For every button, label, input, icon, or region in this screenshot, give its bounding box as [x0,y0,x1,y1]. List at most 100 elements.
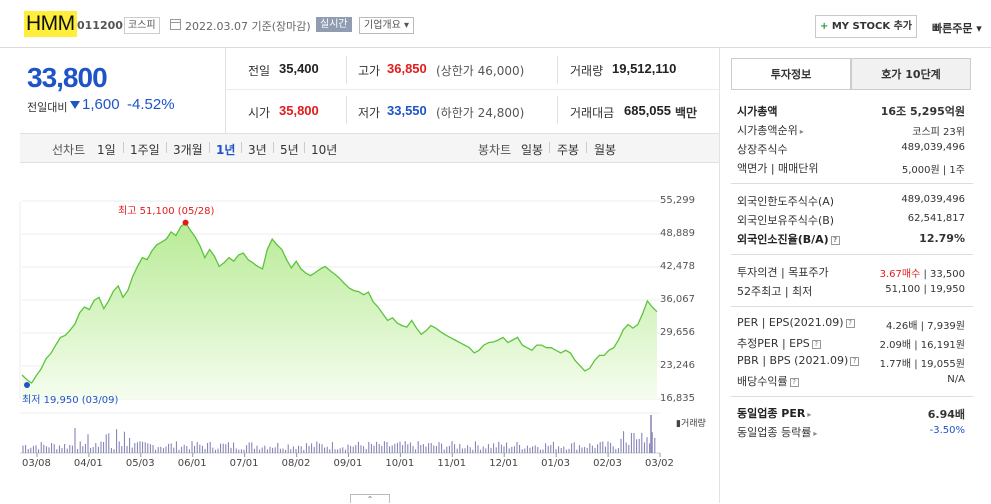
amount-unit: 백만 [675,106,698,120]
current-price: 33,800 [27,62,108,93]
x-tick-label: 07/01 [229,458,259,469]
candle-chart-label: 봉차트 [478,143,512,157]
help-icon: ? [845,318,855,328]
lower-limit: (하한가 24,800) [436,106,525,120]
period-1d[interactable]: 1일 [97,143,116,157]
market-cap-rank-label[interactable]: 시가총액순위 ▸ [737,124,804,137]
foreign-limit-label: 외국인한도주식수(A) [737,195,835,208]
tab-investment-info[interactable]: 투자정보 [731,58,851,90]
listed-shares-value: 489,039,496 [901,142,965,153]
per-eps-label: PER | EPS(2021.09)? [737,316,855,329]
opinion-target-label: 투자의견 | 목표주가 [737,266,829,279]
x-tick-label: 12/01 [489,458,519,469]
pbr-bps-label: PBR | BPS (2021.09)? [737,354,860,367]
prev-close-label: 전일 [248,64,271,78]
opinion-target-value: 3.67매수 | 33,500 [879,269,965,280]
down-arrow-icon [70,101,80,109]
my-stock-add-button[interactable]: + MY STOCK 추가 [815,15,917,38]
x-tick-label: 06/01 [177,458,207,469]
realtime-badge[interactable]: 실시간 [316,17,352,32]
x-tick-label: 03/02 [645,458,674,469]
y-tick-label: 48,889 [660,228,695,239]
foreign-held-label: 외국인보유주식수(B) [737,214,835,227]
help-icon[interactable]: ? [830,235,840,245]
low-label: 저가 [358,106,381,120]
y-tick-label: 55,299 [660,195,695,206]
prev-close-value: 35,400 [279,61,319,76]
collapse-toggle-button[interactable]: ⌃ [350,494,390,504]
my-stock-label: MY STOCK 추가 [831,21,913,32]
x-tick-label: 11/01 [437,458,467,469]
sector-per-value: 6.94배 [927,408,965,421]
est-per-eps-label: 추정PER | EPS? [737,335,821,351]
max-marker [182,219,189,226]
foreign-ratio-value: 12.79% [919,232,965,245]
price-chart[interactable] [0,185,719,477]
open-value: 35,800 [279,103,319,118]
line-chart-label: 선차트 [52,143,86,157]
market-badge: 코스피 [124,17,160,34]
foreign-ratio-label: 외국인소진율(B/A)? [737,231,840,247]
market-cap-label: 시가총액 [737,105,778,118]
calendar-icon [170,19,181,30]
max-price-label: 최고 51,100 (05/28) [118,206,215,217]
pbr-bps-value: 1.77배 | 19,055원 [879,359,965,370]
period-1w[interactable]: 1주일 [130,143,160,157]
market-cap-value: 16조 5,295억원 [880,105,965,118]
high-value: 36,850 [387,61,427,76]
min-price-label: 최저 19,950 (03/09) [22,395,119,406]
period-5y[interactable]: 5년 [280,143,299,157]
chevron-up-icon: ⌃ [366,495,374,504]
dividend-yield-value: N/A [947,374,965,385]
chevron-right-icon: ▸ [799,127,804,136]
stock-code: 011200 [77,19,123,32]
period-3m[interactable]: 3개월 [173,143,203,157]
high-label: 고가 [358,64,381,78]
52w-range-value: 51,100 | 19,950 [885,284,965,295]
quick-order-dropdown[interactable]: 빠른주문 ▾ [932,22,982,35]
sector-per-label[interactable]: 동일업종 PER ▸ [737,407,812,420]
y-tick-label: 36,067 [660,294,695,305]
x-tick-label: 03/08 [22,458,51,469]
stock-header: HMM 011200 코스피 2022.03.07 기준(장마감) 실시간 기업… [0,0,991,48]
plus-icon: + [819,21,829,32]
foreign-limit-value: 489,039,496 [901,194,965,205]
period-3y[interactable]: 3년 [248,143,267,157]
par-value-label: 액면가 | 매매단위 [737,162,819,175]
min-marker [24,382,30,388]
help-icon: ? [811,339,821,349]
low-value: 33,550 [387,103,427,118]
candle-daily[interactable]: 일봉 [521,143,544,157]
period-1y[interactable]: 1년 [216,143,236,157]
x-tick-label: 09/01 [333,458,363,469]
52w-range-label: 52주최고 | 최저 [737,285,813,298]
volume-label: 거래량 [570,64,604,78]
y-tick-label: 16,835 [660,393,695,404]
x-tick-label: 02/03 [593,458,622,469]
help-icon: ? [850,356,860,366]
volume-legend: ▮거래량 [676,419,706,429]
sector-change-label[interactable]: 동일업종 등락률 ▸ [737,426,818,439]
market-cap-rank-value: 코스피 23위 [912,127,965,138]
company-info-dropdown[interactable]: 기업개요 ▾ [359,17,414,34]
help-icon: ? [789,377,799,387]
period-10y[interactable]: 10년 [311,143,338,157]
x-tick-label: 08/02 [281,458,311,469]
amount-label: 거래대금 [570,106,615,120]
price-date: 2022.03.07 기준(장마감) [185,20,311,33]
chevron-right-icon: ▸ [813,429,818,438]
price-line [21,221,658,384]
chevron-right-icon: ▸ [807,410,812,419]
x-tick-label: 01/03 [541,458,570,469]
dividend-yield-label: 배당수익률? [737,373,799,389]
candle-weekly[interactable]: 주봉 [557,143,580,157]
x-tick-label: 05/03 [125,458,155,469]
tab-orderbook[interactable]: 호가 10단계 [851,58,971,90]
per-eps-value: 4.26배 | 7,939원 [885,321,965,332]
stock-name: HMM [24,11,77,37]
x-tick-label: 04/01 [73,458,103,469]
x-tick-label: 10/01 [385,458,415,469]
est-per-eps-value: 2.09배 | 16,191원 [879,340,965,351]
candle-monthly[interactable]: 월봉 [594,143,617,157]
period-bar [20,133,719,163]
